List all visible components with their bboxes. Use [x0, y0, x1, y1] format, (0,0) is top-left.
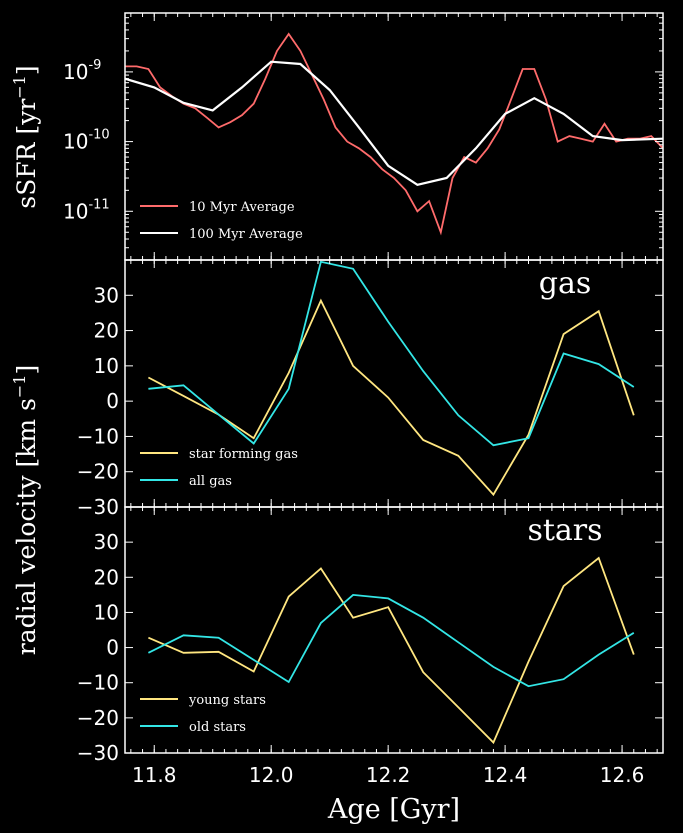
y-tick-label: −20	[77, 706, 119, 730]
panel-frame	[124, 12, 664, 261]
y-tick-label: 0	[106, 389, 119, 413]
y-tick-label: −30	[77, 741, 119, 765]
legend-label: 100 Myr Average	[189, 227, 303, 242]
legend-label: 10 Myr Average	[189, 200, 295, 215]
series-line-all-gas	[148, 260, 635, 447]
y-tick-label: 20	[94, 319, 119, 343]
series-line-old-stars	[147, 593, 635, 688]
y-tick-label: 10-11	[63, 197, 110, 223]
y-tick-label: −30	[77, 495, 119, 519]
y-tick-label: −10	[77, 424, 119, 448]
legend-label: young stars	[188, 693, 266, 708]
y-tick-label: −20	[77, 460, 119, 484]
y-tick-label: 10	[94, 600, 119, 624]
panel-middle: 30 20 10 0 −10 −20 −30 gas star forming gas all g…	[77, 259, 664, 519]
series-line-young-stars	[148, 556, 635, 745]
y-axis-label-velocity: radial velocity [km s−1]	[10, 365, 41, 656]
y-axis-label-top: sSFR [yr−1]	[10, 65, 41, 208]
x-tick-label: 12.2	[366, 763, 411, 787]
y-tick-label: 10	[94, 354, 119, 378]
panel-label-middle: gas	[539, 266, 592, 301]
panel-label-bottom: stars	[527, 513, 602, 548]
x-axis-label: Age [Gyr]	[327, 794, 460, 825]
y-tick-label: 30	[94, 530, 119, 554]
y-tick-label: −10	[77, 671, 119, 695]
y-tick-label: 20	[94, 565, 119, 589]
panel-top: 10-9 10-10 10-11 10 Myr Average 100 Myr Aver…	[63, 12, 664, 261]
series-line-100-myr-average	[125, 60, 663, 186]
x-tick-label: 12.6	[600, 763, 645, 787]
y-tick-label: 10-10	[63, 128, 110, 154]
series-line-star-forming-gas	[147, 298, 635, 497]
y-tick-label: 0	[106, 636, 119, 660]
panel-bottom: 30 20 10 0 −10 −20 −30 stars young stars old star…	[77, 506, 664, 765]
x-tick-label: 11.8	[132, 763, 177, 787]
y-tick-label: 10-9	[63, 58, 101, 84]
panel-frame	[124, 506, 664, 754]
series-line-10-myr-average	[125, 32, 663, 236]
legend-label: all gas	[189, 474, 232, 489]
legend-label: old stars	[189, 720, 246, 735]
y-tick-label: 30	[94, 283, 119, 307]
x-tick-label: 12.0	[249, 763, 294, 787]
legend-label: star forming gas	[189, 447, 298, 462]
x-tick-label: 12.4	[483, 763, 528, 787]
